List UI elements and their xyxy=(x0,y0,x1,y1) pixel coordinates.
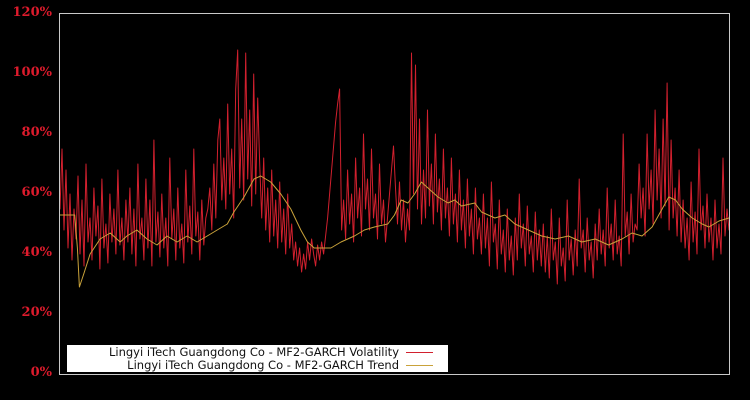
legend-label-trend: Lingyi iTech Guangdong Co - MF2-GARCH Tr… xyxy=(127,357,399,372)
y-tick-label: 120% xyxy=(12,5,53,20)
y-tick-label: 0% xyxy=(30,365,52,380)
trend-line xyxy=(60,175,729,288)
legend-item-volatility: Lingyi iTech Guangdong Co - MF2-GARCH Vo… xyxy=(67,344,448,359)
y-tick-label: 40% xyxy=(21,245,52,260)
y-axis: 120% 100% 80% 60% 40% 20% 0% xyxy=(0,0,53,400)
legend-label-volatility: Lingyi iTech Guangdong Co - MF2-GARCH Vo… xyxy=(108,344,399,359)
legend-line-sample-trend xyxy=(406,364,433,366)
y-tick-label: 20% xyxy=(21,305,52,320)
legend-line-sample-volatility xyxy=(406,351,433,353)
plot-area xyxy=(59,13,730,375)
chart-canvas xyxy=(60,49,729,288)
legend: Lingyi iTech Guangdong Co - MF2-GARCH Vo… xyxy=(67,345,448,372)
y-tick-label: 100% xyxy=(12,65,53,80)
volatility-line xyxy=(60,49,729,285)
y-tick-label: 60% xyxy=(21,185,52,200)
y-tick-label: 80% xyxy=(21,125,52,140)
legend-item-trend: Lingyi iTech Guangdong Co - MF2-GARCH Tr… xyxy=(67,357,448,372)
